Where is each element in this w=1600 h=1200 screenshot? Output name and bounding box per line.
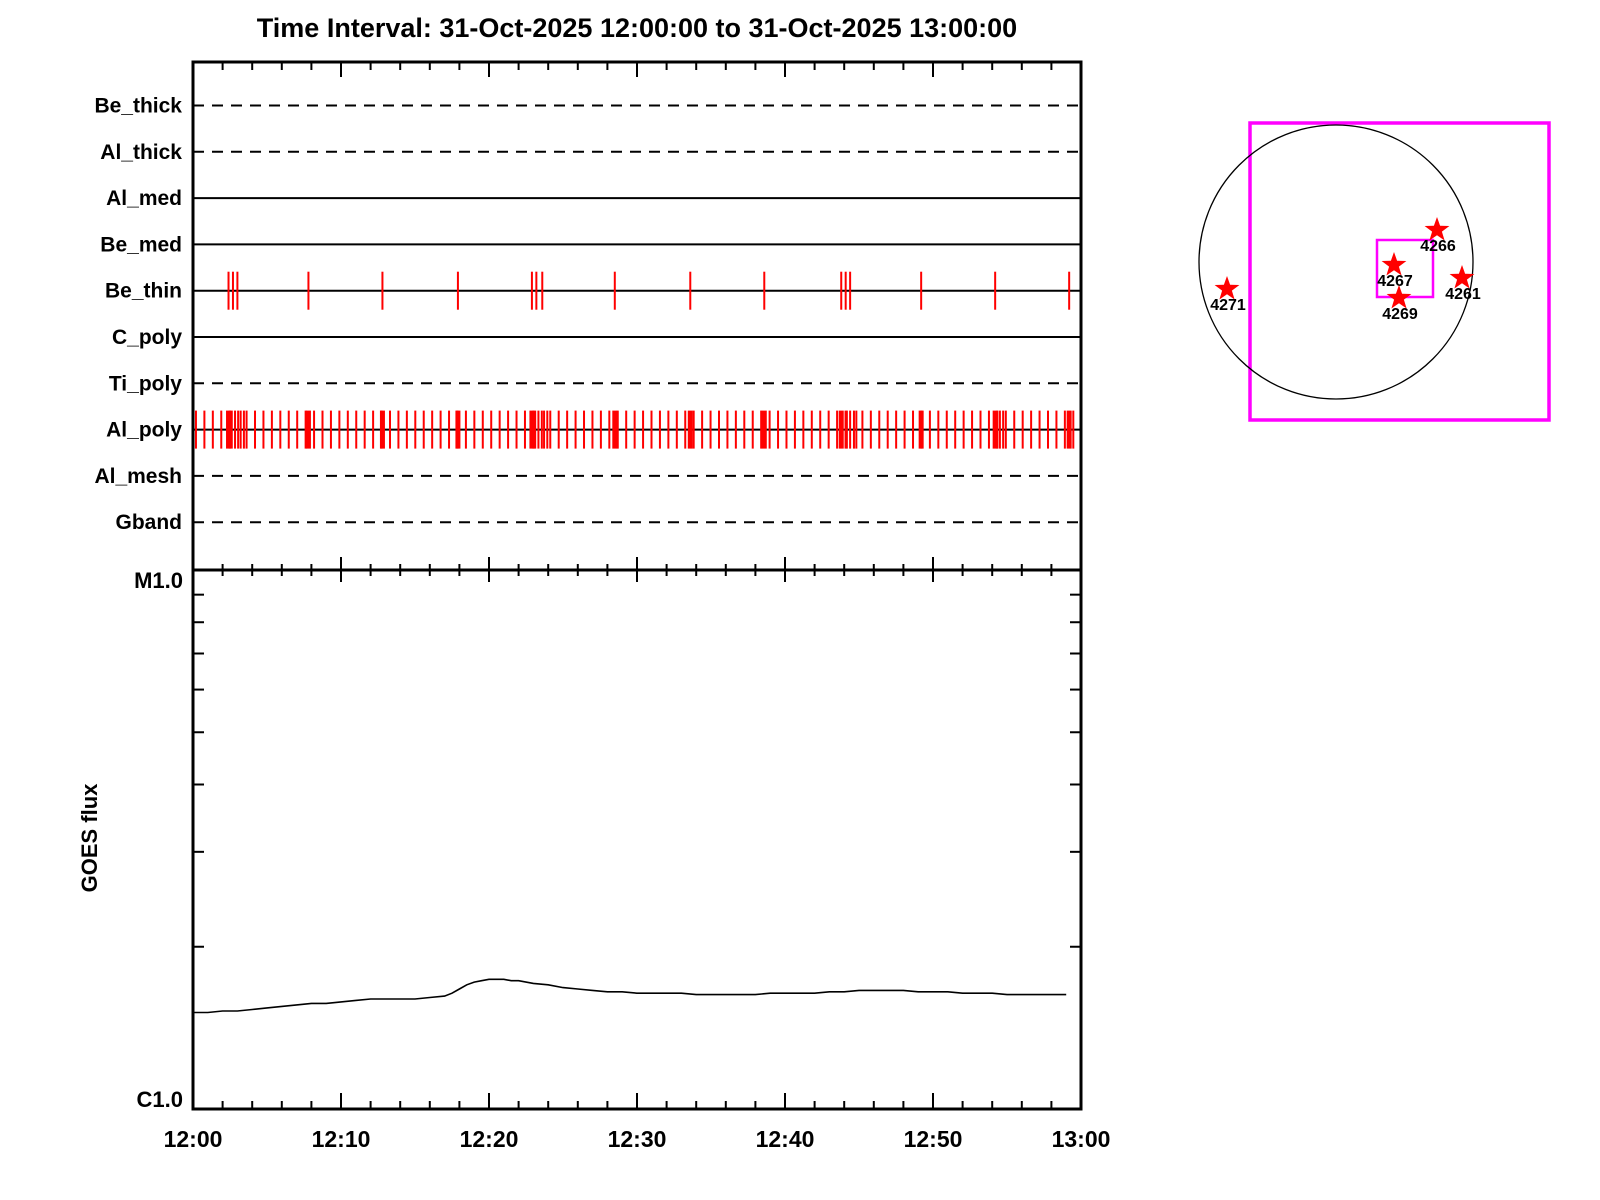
filter-label: Be_thin [105,280,182,303]
filter-row-Be_thin: Be_thin [105,271,1081,310]
filter-row-Be_thick: Be_thick [94,95,1081,118]
filter-label: Gband [116,511,183,534]
filter-timeline-panel: Be_thick Al_thick Al_med Be_med Be_thin C_pol… [94,60,1083,572]
active-region-star-icon [1381,252,1407,276]
active-region-star-icon [1424,217,1450,241]
filter-label: Al_poly [106,419,182,442]
active-region-label: 4269 [1382,306,1418,323]
x-axis-tick-label: 12:20 [460,1126,519,1152]
active-region-label: 4271 [1210,297,1246,314]
x-axis-tick-label: 12:30 [608,1126,667,1152]
plot-title: Time Interval: 31-Oct-2025 12:00:00 to 3… [256,13,1018,43]
filter-row-Al_thick: Al_thick [100,141,1081,164]
filter-row-Gband: Gband [116,511,1081,534]
x-axis-tick-label: 12:40 [756,1126,815,1152]
y-axis-top-label: M1.0 [134,568,183,593]
filter-row-Al_poly: Al_poly [106,410,1081,449]
filter-label: C_poly [112,326,182,349]
goes-flux-curve [193,978,1067,1014]
active-region-4266: 4266 [1420,217,1456,255]
active-region-star-icon [1449,265,1475,289]
filter-label: Be_med [100,233,182,256]
goes-flux-panel: M1.0 C1.0 12:00 12:10 12:20 12:30 12:40 12:50 13… [77,557,1110,1152]
y-axis-bottom-label: C1.0 [137,1087,183,1112]
active-region-label: 4267 [1377,273,1413,290]
active-region-label: 4261 [1445,286,1481,303]
filter-row-Ti_poly: Ti_poly [109,372,1081,395]
x-axis-tick-label: 12:10 [312,1126,371,1152]
filter-label: Al_thick [100,141,182,164]
filter-row-Al_med: Al_med [106,187,1081,210]
solar-limb-circle [1198,124,1474,400]
filter-label: Al_mesh [94,465,182,488]
x-axis-tick-label: 13:00 [1052,1126,1111,1152]
filter-row-C_poly: C_poly [112,326,1081,349]
x-axis-tick-label: 12:50 [904,1126,963,1152]
active-region-star-icon [1386,285,1412,309]
active-region-4267: 4267 [1377,252,1413,290]
filter-label: Al_med [106,187,182,210]
active-region-4269: 4269 [1382,285,1418,323]
solar-disk-inset: 4266 4267 4261 4269 4271 [1198,121,1551,422]
fov-box [1248,121,1551,422]
filter-row-Be_med: Be_med [100,233,1081,256]
active-region-label: 4266 [1420,238,1456,255]
x-axis-tick-label: 12:00 [164,1126,223,1152]
active-region-4271: 4271 [1210,276,1246,314]
filter-label: Be_thick [94,95,182,118]
active-region-4261: 4261 [1445,265,1481,303]
filter-row-Al_mesh: Al_mesh [94,465,1081,488]
y-axis-title: GOES flux [77,783,102,893]
filter-label: Ti_poly [109,372,182,395]
active-region-star-icon [1214,276,1240,300]
